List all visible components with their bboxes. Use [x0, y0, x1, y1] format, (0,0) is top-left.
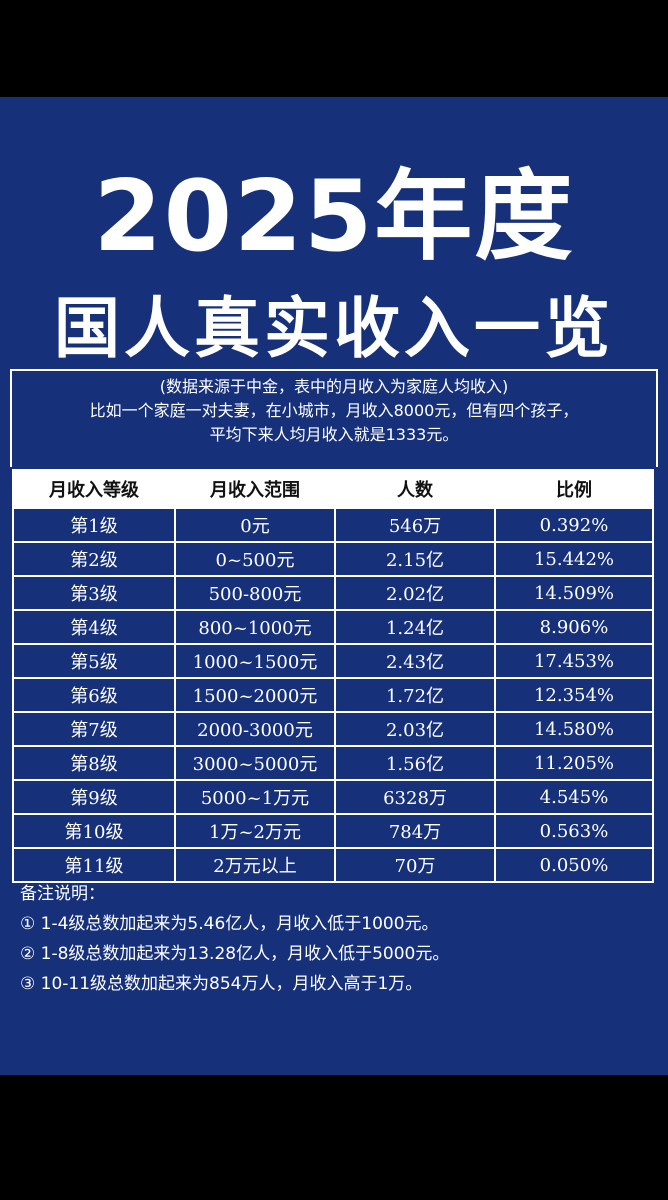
remarks-heading: 备注说明：	[20, 884, 105, 904]
cell-range: 0~500元	[174, 541, 336, 577]
cell-population: 2.03亿	[334, 711, 496, 747]
cell-ratio: 17.453%	[494, 643, 654, 679]
data-source-note: (数据来源于中金，表中的月收入为家庭人均收入) 比如一个家庭一对夫妻，在小城市，…	[10, 369, 658, 467]
table-row: 第2级 0~500元 2.15亿 15.442%	[12, 541, 654, 577]
remarks: 备注说明： ① 1-4级总数加起来为5.46亿人，月收入低于1000元。 ② 1…	[20, 879, 449, 999]
header-level: 月收入等级	[12, 469, 176, 509]
remark-item-1: ① 1-4级总数加起来为5.46亿人，月收入低于1000元。	[20, 914, 439, 934]
table-row: 第9级 5000~1万元 6328万 4.545%	[12, 779, 654, 815]
cell-ratio: 11.205%	[494, 745, 654, 781]
cell-ratio: 14.580%	[494, 711, 654, 747]
cell-population: 1.56亿	[334, 745, 496, 781]
cell-population: 2.15亿	[334, 541, 496, 577]
table-row: 第10级 1万~2万元 784万 0.563%	[12, 813, 654, 849]
cell-range: 0元	[174, 507, 336, 543]
table-row: 第6级 1500~2000元 1.72亿 12.354%	[12, 677, 654, 713]
cell-range: 3000~5000元	[174, 745, 336, 781]
cell-range: 1000~1500元	[174, 643, 336, 679]
cell-level: 第9级	[12, 779, 176, 815]
cell-range: 500-800元	[174, 575, 336, 611]
cell-level: 第3级	[12, 575, 176, 611]
cell-ratio: 8.906%	[494, 609, 654, 645]
cell-population: 784万	[334, 813, 496, 849]
cell-level: 第4级	[12, 609, 176, 645]
cell-level: 第10级	[12, 813, 176, 849]
cell-population: 1.72亿	[334, 677, 496, 713]
cell-range: 2000-3000元	[174, 711, 336, 747]
remark-item-2: ② 1-8级总数加起来为13.28亿人，月收入低于5000元。	[20, 944, 450, 964]
cell-population: 1.24亿	[334, 609, 496, 645]
cell-population: 546万	[334, 507, 496, 543]
poster-title: 2025年度	[93, 160, 575, 274]
note-line-3: 平均下来人均月收入就是1333元。	[209, 425, 459, 444]
header-ratio: 比例	[494, 469, 654, 509]
table-row: 第4级 800~1000元 1.24亿 8.906%	[12, 609, 654, 645]
cell-level: 第6级	[12, 677, 176, 713]
poster-subtitle: 国人真实收入一览	[54, 289, 614, 367]
income-table: 月收入等级 月收入范围 人数 比例 第1级 0元 546万 0.392% 第2级 0~50…	[12, 469, 654, 883]
cell-level: 第7级	[12, 711, 176, 747]
cell-level: 第5级	[12, 643, 176, 679]
header-range: 月收入范围	[174, 469, 336, 509]
cell-ratio: 0.392%	[494, 507, 654, 543]
cell-population: 70万	[334, 847, 496, 883]
cell-level: 第2级	[12, 541, 176, 577]
cell-ratio: 12.354%	[494, 677, 654, 713]
poster-card: 2025年度 国人真实收入一览 (数据来源于中金，表中的月收入为家庭人均收入) …	[0, 97, 668, 1075]
remark-item-3: ③ 10-11级总数加起来为854万人，月收入高于1万。	[20, 974, 423, 994]
cell-range: 800~1000元	[174, 609, 336, 645]
cell-range: 5000~1万元	[174, 779, 336, 815]
table-row: 第8级 3000~5000元 1.56亿 11.205%	[12, 745, 654, 781]
cell-level: 第8级	[12, 745, 176, 781]
table-row: 第5级 1000~1500元 2.43亿 17.453%	[12, 643, 654, 679]
cell-ratio: 14.509%	[494, 575, 654, 611]
cell-level: 第11级	[12, 847, 176, 883]
note-line-1: (数据来源于中金，表中的月收入为家庭人均收入)	[159, 377, 509, 396]
cell-ratio: 15.442%	[494, 541, 654, 577]
cell-range: 1万~2万元	[174, 813, 336, 849]
cell-level: 第1级	[12, 507, 176, 543]
table-row: 第1级 0元 546万 0.392%	[12, 507, 654, 543]
cell-range: 1500~2000元	[174, 677, 336, 713]
table-header-row: 月收入等级 月收入范围 人数 比例	[12, 469, 654, 509]
cell-ratio: 0.563%	[494, 813, 654, 849]
table-row: 第3级 500-800元 2.02亿 14.509%	[12, 575, 654, 611]
header-population: 人数	[334, 469, 496, 509]
cell-ratio: 0.050%	[494, 847, 654, 883]
table-row: 第11级 2万元以上 70万 0.050%	[12, 847, 654, 883]
cell-population: 2.43亿	[334, 643, 496, 679]
table-row: 第7级 2000-3000元 2.03亿 14.580%	[12, 711, 654, 747]
cell-ratio: 4.545%	[494, 779, 654, 815]
table-body: 第1级 0元 546万 0.392% 第2级 0~500元 2.15亿 15.442% 第3级 5…	[12, 507, 654, 883]
cell-population: 6328万	[334, 779, 496, 815]
note-line-2: 比如一个家庭一对夫妻，在小城市，月收入8000元，但有四个孩子，	[89, 401, 579, 420]
cell-range: 2万元以上	[174, 847, 336, 883]
cell-population: 2.02亿	[334, 575, 496, 611]
